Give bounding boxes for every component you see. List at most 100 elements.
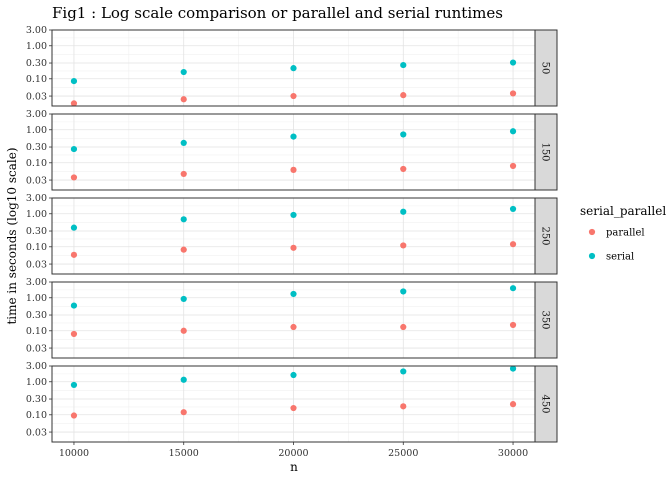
point-serial (400, 61, 407, 69)
y-tick-label: 0.10 (26, 242, 47, 253)
point-serial (290, 371, 297, 379)
facet-strip (534, 281, 558, 359)
point-serial (180, 216, 187, 223)
point-parallel (290, 166, 297, 173)
point-serial (70, 78, 78, 85)
facet-strip-label: 250 (540, 226, 551, 245)
point-serial (509, 285, 517, 292)
point-serial (400, 288, 407, 295)
point-parallel (290, 323, 297, 331)
point-serial (70, 145, 78, 153)
facet-panel-150: 3.00 1.00 0.30 0.10 0.03 150 (26, 109, 558, 191)
y-tick-label: 0.10 (26, 158, 47, 169)
point-serial (180, 295, 187, 303)
point-serial (180, 68, 187, 76)
point-serial (400, 208, 407, 215)
y-tick-label: 0.30 (26, 58, 47, 69)
point-serial (509, 128, 517, 135)
legend-key-parallel (588, 228, 596, 236)
y-tick-label: 0.03 (26, 427, 47, 438)
point-parallel (400, 242, 407, 249)
point-parallel (70, 251, 78, 258)
point-serial (70, 381, 78, 389)
point-serial (70, 224, 78, 231)
point-parallel (290, 92, 297, 100)
x-tick-label: 20000 (278, 448, 308, 459)
point-serial (509, 205, 517, 213)
point-serial (509, 365, 517, 372)
point-parallel (180, 409, 187, 416)
x-tick-label: 25000 (388, 448, 418, 459)
point-parallel (509, 241, 517, 248)
facet-strip (534, 29, 558, 107)
point-parallel (180, 246, 187, 253)
point-parallel (70, 100, 78, 107)
y-tick-label: 3.00 (26, 193, 47, 204)
y-tick-label: 0.03 (26, 259, 47, 270)
point-parallel (400, 323, 407, 331)
y-tick-label: 3.00 (26, 25, 47, 36)
point-serial (290, 133, 297, 140)
facet-strip (534, 113, 558, 191)
facet-strip (534, 365, 558, 443)
y-tick-label: 1.00 (26, 293, 47, 304)
y-tick-label: 3.00 (26, 361, 47, 372)
point-serial (290, 211, 297, 219)
facet-strip-label: 150 (540, 142, 551, 161)
y-tick-label: 3.00 (26, 277, 47, 288)
point-serial (400, 131, 407, 138)
facet-strip (534, 197, 558, 275)
y-tick-label: 3.00 (26, 109, 47, 120)
facet-strip-label: 50 (540, 62, 551, 75)
point-serial (180, 139, 187, 147)
facet-panel-250: 3.00 1.00 0.30 0.10 0.03 250 (26, 193, 558, 275)
x-axis-title: n (290, 460, 298, 474)
y-tick-label: 1.00 (26, 125, 47, 136)
legend-label-serial: serial (606, 252, 634, 263)
point-parallel (509, 321, 517, 329)
point-parallel (290, 404, 297, 412)
point-parallel (509, 401, 517, 408)
point-serial (180, 376, 187, 383)
facet-panel-350: 3.00 1.00 0.30 0.10 0.03 350 (26, 277, 558, 359)
y-tick-label: 0.10 (26, 410, 47, 421)
y-tick-label: 0.30 (26, 226, 47, 237)
y-tick-label: 1.00 (26, 209, 47, 220)
y-tick-label: 0.10 (26, 326, 47, 337)
point-serial (290, 65, 297, 72)
x-tick-label: 30000 (498, 448, 528, 459)
point-parallel (180, 96, 187, 103)
point-serial (509, 59, 517, 66)
y-tick-label: 0.03 (26, 91, 47, 102)
y-tick-label: 0.03 (26, 343, 47, 354)
y-axis-title: time in seconds (log10 scale) (5, 147, 19, 324)
point-parallel (180, 170, 187, 178)
facet-panels: 3.00 1.00 0.30 0.10 0.03 50 3.00 1.00 0.30 0.10 0.… (26, 25, 558, 459)
point-parallel (70, 412, 78, 419)
point-parallel (290, 244, 297, 251)
x-tick-label: 15000 (169, 448, 199, 459)
legend-title: serial_parallel (580, 204, 666, 218)
facet-panel-450: 3.00 1.00 0.30 0.10 0.03 450 (26, 361, 558, 443)
legend: serial_parallel parallel serial (580, 204, 666, 263)
point-parallel (509, 90, 517, 97)
point-parallel (400, 92, 407, 99)
point-parallel (180, 327, 187, 334)
point-parallel (509, 162, 517, 170)
point-parallel (400, 403, 407, 410)
y-tick-label: 0.10 (26, 74, 47, 85)
legend-key-serial (588, 252, 596, 260)
y-tick-label: 0.03 (26, 175, 47, 186)
point-serial (290, 290, 297, 298)
point-parallel (70, 330, 78, 338)
legend-label-parallel: parallel (606, 228, 645, 239)
point-parallel (400, 165, 407, 173)
chart-title: Fig1 : Log scale comparison or parallel … (52, 4, 503, 22)
facet-panel-50: 3.00 1.00 0.30 0.10 0.03 50 (26, 25, 558, 107)
y-tick-label: 1.00 (26, 377, 47, 388)
point-serial (70, 302, 78, 309)
y-tick-label: 0.30 (26, 310, 47, 321)
y-tick-label: 1.00 (26, 41, 47, 52)
